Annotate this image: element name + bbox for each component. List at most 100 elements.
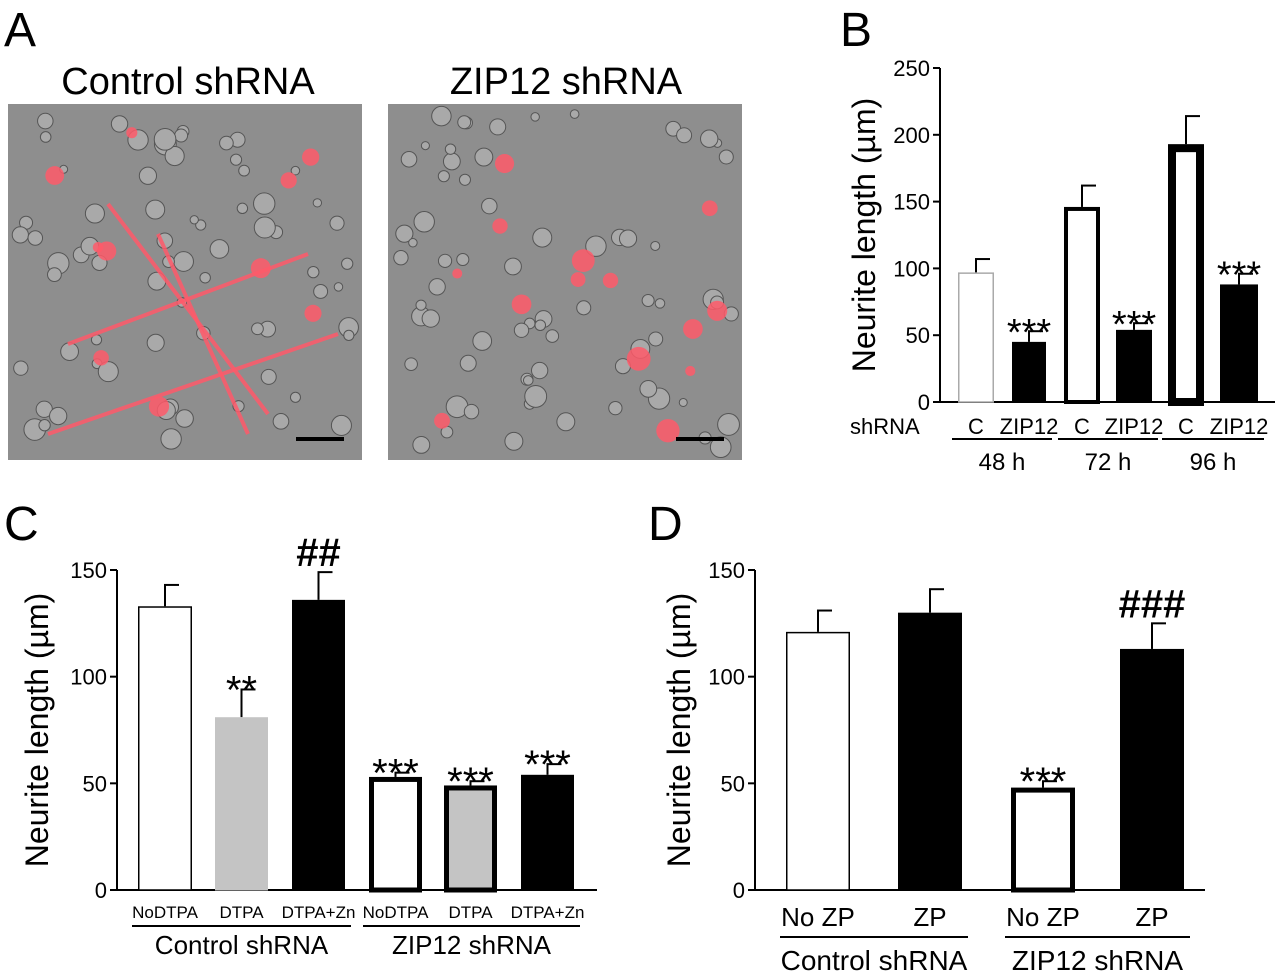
stained-cell — [45, 166, 65, 185]
cell — [251, 322, 264, 336]
cell — [437, 253, 453, 268]
bar — [786, 631, 850, 891]
cell — [474, 147, 494, 167]
y-axis-label: Neurite length (µm) — [661, 593, 697, 868]
cell — [654, 298, 666, 309]
y-axis-label: Neurite length (µm) — [19, 593, 55, 868]
cell — [153, 128, 177, 151]
significance-label: *** — [1112, 304, 1157, 346]
bar — [898, 612, 962, 891]
panel-label-d: D — [648, 498, 683, 551]
stained-cell — [571, 249, 595, 273]
neurite — [47, 332, 339, 436]
category-label: ZP — [913, 902, 946, 932]
cell — [189, 215, 199, 225]
scale-bar — [676, 437, 724, 441]
bar — [215, 717, 268, 891]
bar — [958, 272, 994, 403]
cell — [458, 173, 472, 186]
cell — [437, 170, 450, 183]
group-label: 96 h — [1190, 449, 1237, 476]
image-title-control: Control shRNA — [61, 61, 315, 103]
cell — [576, 300, 592, 316]
significance-label: ### — [1119, 582, 1186, 626]
bar — [1168, 144, 1204, 406]
cell — [27, 230, 44, 246]
image-background — [8, 104, 362, 460]
cell — [145, 199, 166, 220]
cell — [49, 406, 68, 426]
stained-cell — [280, 172, 297, 189]
cell — [420, 141, 430, 151]
bar — [369, 776, 422, 893]
cell — [289, 391, 301, 403]
panel-label-b: B — [840, 4, 872, 57]
y-tick-label: 250 — [893, 56, 930, 81]
y-tick-label: 100 — [893, 256, 930, 281]
cell — [545, 329, 560, 343]
significance-label: *** — [372, 752, 419, 796]
bar — [138, 606, 192, 891]
stained-cell — [492, 218, 508, 234]
bar — [521, 774, 574, 891]
cell — [556, 412, 576, 432]
chart-b: 0 50 100 150 200 250 Neurite length (µm) shRNA C… — [846, 56, 1275, 476]
panel-label-c: C — [4, 498, 39, 551]
bar — [1012, 341, 1046, 403]
cell — [313, 284, 329, 299]
cell — [236, 202, 249, 215]
stained-cell — [434, 412, 450, 429]
cell — [428, 278, 446, 296]
cell — [11, 226, 29, 244]
bar — [292, 599, 345, 891]
cell — [199, 271, 211, 284]
cell — [38, 419, 51, 432]
cell — [138, 166, 158, 185]
cell — [431, 105, 452, 127]
category-label: DTPA — [448, 903, 493, 922]
cell — [97, 361, 119, 383]
stained-cell — [683, 319, 703, 339]
cell — [421, 309, 440, 328]
cell — [522, 375, 534, 386]
cell — [37, 112, 54, 130]
cell — [717, 413, 740, 436]
stained-cell — [602, 272, 619, 289]
cell — [709, 436, 732, 459]
cell — [524, 384, 548, 408]
cell — [442, 152, 461, 171]
category-label: ZP — [1135, 902, 1168, 932]
stained-cell — [92, 241, 104, 253]
category-label: C — [1074, 414, 1090, 439]
cell — [307, 266, 320, 279]
cell — [530, 112, 540, 122]
stained-cell — [302, 148, 320, 166]
y-tick-label: 100 — [70, 665, 107, 690]
cell — [639, 379, 658, 398]
category-label: C — [1178, 414, 1194, 439]
significance-label: ** — [226, 668, 257, 712]
scale-bar — [296, 437, 344, 441]
cell — [146, 333, 165, 352]
stained-cell — [511, 294, 532, 315]
cell — [534, 319, 547, 332]
cell — [459, 354, 477, 372]
cell — [676, 127, 693, 144]
y-axis-label: Neurite length (µm) — [846, 98, 882, 373]
cell — [253, 192, 276, 215]
y-tick-label: 0 — [95, 878, 107, 903]
bar — [1116, 329, 1152, 403]
cell — [678, 397, 688, 408]
chart-c: 0 50 100 150 Neurite length (µm) NoDTPA ** DTPA… — [19, 531, 597, 960]
category-label: NoDTPA — [132, 903, 198, 922]
significance-label: *** — [447, 760, 494, 804]
cell — [219, 135, 234, 151]
stained-cell — [570, 272, 586, 287]
significance-label: *** — [1020, 760, 1067, 804]
y-tick-label: 150 — [893, 190, 930, 215]
chart-d: 0 50 100 150 Neurite length (µm) No ZP ZP *** No… — [661, 558, 1205, 976]
cell — [456, 252, 470, 267]
bar — [1011, 787, 1075, 893]
bar — [1120, 648, 1184, 891]
cell — [209, 239, 230, 259]
